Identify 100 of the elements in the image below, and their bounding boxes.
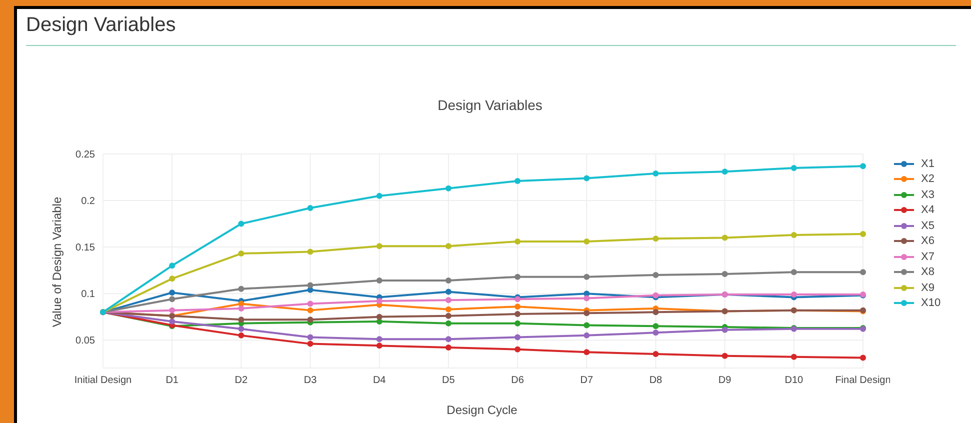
point <box>238 316 244 323</box>
legend-label: X9 <box>921 282 934 294</box>
point <box>584 332 590 338</box>
point <box>514 238 521 244</box>
point <box>860 163 866 170</box>
point <box>169 296 176 302</box>
point <box>652 272 659 278</box>
point <box>790 291 797 298</box>
y-tick-label: 0.2 <box>81 196 96 208</box>
point <box>790 354 797 360</box>
x-axis-title: Design Cycle <box>446 403 518 417</box>
legend-label: X4 <box>921 204 934 216</box>
point <box>238 250 244 257</box>
point <box>376 314 382 320</box>
point <box>722 234 728 241</box>
point <box>445 306 452 312</box>
x-tick-label: D9 <box>718 375 732 386</box>
point <box>307 307 314 314</box>
legend-label: X5 <box>921 220 934 232</box>
point <box>376 243 382 250</box>
point <box>584 310 590 316</box>
point <box>376 298 382 304</box>
x-tick-label: D6 <box>511 375 524 386</box>
chart-title: Design Variables <box>436 97 544 113</box>
x-tick-label: D7 <box>580 375 594 386</box>
point <box>790 164 797 171</box>
point <box>652 309 659 316</box>
point <box>169 307 176 314</box>
point <box>652 330 659 336</box>
y-axis-title: Value of Design Variable <box>50 196 64 328</box>
point <box>238 326 244 332</box>
point <box>445 344 452 351</box>
point <box>238 332 244 338</box>
y-tick-label: 0.25 <box>76 150 96 161</box>
point <box>445 288 452 295</box>
point <box>722 326 728 333</box>
point <box>652 351 659 358</box>
point <box>376 192 382 199</box>
point <box>790 269 797 276</box>
point <box>860 269 866 276</box>
legend-label: X7 <box>921 250 934 263</box>
point <box>584 295 590 302</box>
point <box>584 175 590 182</box>
point <box>238 286 244 292</box>
point <box>584 349 590 356</box>
point <box>238 220 244 227</box>
point <box>307 204 314 211</box>
point <box>376 278 382 284</box>
point <box>514 334 521 340</box>
point <box>722 168 728 175</box>
point <box>722 271 728 278</box>
chart-title: Design Variables <box>26 14 176 36</box>
point <box>307 248 314 255</box>
point <box>584 274 590 280</box>
x-tick-label: D3 <box>304 375 318 386</box>
point <box>445 336 452 342</box>
x-tick-label: D5 <box>442 375 456 386</box>
point <box>514 274 521 280</box>
point <box>307 340 314 347</box>
legend-label: X10 <box>921 297 941 310</box>
y-tick-label: 0.05 <box>76 336 96 347</box>
x-tick-label: Final Design <box>835 375 891 386</box>
point <box>514 346 521 352</box>
point <box>860 354 866 361</box>
point <box>169 290 176 296</box>
point <box>652 170 659 177</box>
point <box>790 232 797 238</box>
x-tick-label: Initial Design <box>74 375 132 386</box>
point <box>652 323 659 330</box>
point <box>376 336 382 342</box>
point <box>860 231 866 238</box>
point <box>169 318 176 324</box>
point <box>514 320 521 326</box>
y-tick-label: 0.1 <box>81 289 96 300</box>
x-tick-label: D10 <box>784 375 804 386</box>
x-tick-label: D4 <box>372 375 386 386</box>
x-tick-label: D1 <box>166 375 179 386</box>
point <box>445 297 452 304</box>
point <box>307 300 314 307</box>
point <box>584 322 590 328</box>
point <box>445 278 452 284</box>
legend-label: X6 <box>921 235 934 248</box>
point <box>514 311 521 318</box>
point <box>307 282 314 288</box>
y-tick-label: 0.15 <box>76 242 96 254</box>
point <box>307 316 314 323</box>
point <box>445 185 452 192</box>
x-tick-label: D8 <box>649 375 663 386</box>
point <box>445 243 452 250</box>
point <box>445 320 452 326</box>
legend-label: X1 <box>921 158 934 170</box>
legend-label: X8 <box>921 266 934 278</box>
point <box>652 236 659 242</box>
x-tick-label: D2 <box>234 375 248 386</box>
point <box>514 304 521 310</box>
point <box>376 342 382 349</box>
point <box>722 352 728 359</box>
point <box>169 262 176 269</box>
legend-label: X2 <box>921 173 934 186</box>
point <box>238 305 244 312</box>
